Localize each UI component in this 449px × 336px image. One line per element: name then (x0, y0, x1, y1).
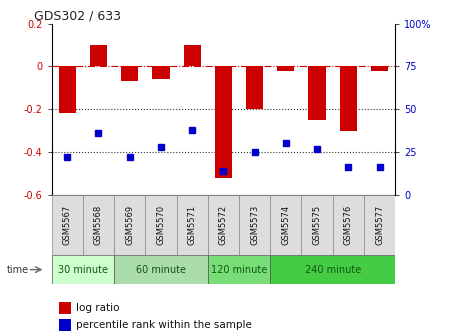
Text: time: time (7, 265, 29, 275)
Text: GSM5576: GSM5576 (344, 205, 353, 245)
Bar (83, 195, 114, 255)
Bar (239, 195, 270, 255)
Bar (364, 195, 395, 255)
Bar (52, 195, 83, 255)
Text: 60 minute: 60 minute (136, 265, 186, 275)
Bar (59, 67, 76, 114)
Text: GSM5567: GSM5567 (63, 205, 72, 245)
Bar (114, 195, 145, 255)
Text: GSM5570: GSM5570 (156, 205, 165, 245)
Text: GSM5573: GSM5573 (250, 205, 259, 245)
Bar (301, 195, 333, 255)
Bar (208, 255, 270, 284)
Bar (270, 255, 395, 284)
Text: percentile rank within the sample: percentile rank within the sample (76, 320, 251, 330)
Text: GDS302 / 633: GDS302 / 633 (35, 9, 122, 23)
Bar (114, 255, 208, 284)
Bar (176, 195, 208, 255)
Text: GSM5568: GSM5568 (94, 205, 103, 245)
Text: 240 minute: 240 minute (304, 265, 361, 275)
Bar (340, 67, 357, 131)
Bar (246, 67, 263, 109)
Bar (308, 67, 326, 120)
Bar (277, 67, 295, 71)
Text: GSM5569: GSM5569 (125, 205, 134, 245)
Bar (270, 195, 301, 255)
Bar (121, 67, 138, 81)
Bar (90, 45, 107, 67)
Bar (184, 45, 201, 67)
Text: GSM5572: GSM5572 (219, 205, 228, 245)
Bar (58, 319, 70, 331)
Bar (208, 195, 239, 255)
Bar (145, 195, 176, 255)
Bar (371, 67, 388, 71)
Text: GSM5577: GSM5577 (375, 205, 384, 245)
Text: GSM5575: GSM5575 (313, 205, 321, 245)
Bar (52, 255, 114, 284)
Bar (215, 67, 232, 178)
Bar (58, 302, 70, 314)
Text: 120 minute: 120 minute (211, 265, 267, 275)
Bar (152, 67, 170, 79)
Text: log ratio: log ratio (76, 303, 119, 313)
Bar (333, 195, 364, 255)
Text: GSM5574: GSM5574 (282, 205, 291, 245)
Text: 30 minute: 30 minute (58, 265, 108, 275)
Text: GSM5571: GSM5571 (188, 205, 197, 245)
